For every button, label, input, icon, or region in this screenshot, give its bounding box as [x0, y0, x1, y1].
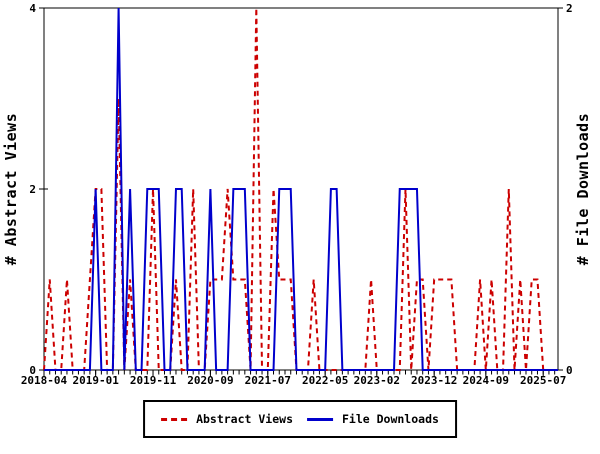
right-axis-tick-label: 2: [566, 2, 573, 15]
x-tick-label: 2019-11: [130, 374, 177, 387]
x-tick-label: 2018-04: [21, 374, 68, 387]
left-axis-tick-label: 2: [29, 183, 36, 196]
x-tick-label: 2022-05: [302, 374, 348, 387]
right-axis-ticks: 02: [554, 2, 573, 377]
legend-label-file-downloads: File Downloads: [342, 412, 439, 426]
left-axis-title: # Abstract Views: [2, 113, 20, 266]
legend-label-abstract-views: Abstract Views: [196, 412, 293, 426]
file-downloads-line: [44, 7, 558, 371]
x-axis-ticks: 2018-04 2019-01 2019-11 2020-09 2021-07 2022-…: [21, 370, 566, 387]
right-axis-tick-label: 0: [566, 364, 573, 377]
abstract-views-line-icon: [161, 417, 188, 421]
left-axis-tick-label: 0: [29, 364, 36, 377]
x-tick-label: 2024-09: [463, 374, 509, 387]
x-tick-label: 2023-02: [354, 374, 400, 387]
right-axis-title: # File Downloads: [574, 113, 592, 266]
x-tick-label: 2019-01: [72, 374, 119, 387]
x-tick-label: 2025-07: [520, 374, 566, 387]
x-tick-label: 2020-09: [187, 374, 233, 387]
file-downloads-line-icon: [307, 417, 333, 421]
legend-box: Abstract Views File Downloads: [143, 400, 457, 438]
left-axis-tick-label: 4: [29, 2, 36, 15]
legend-item-file-downloads: File Downloads: [307, 412, 439, 426]
legend-item-abstract-views: Abstract Views: [161, 412, 293, 426]
left-axis-ticks: 0 2 4: [29, 2, 48, 377]
x-tick-label: 2023-12: [411, 374, 457, 387]
x-tick-label: 2021-07: [245, 374, 291, 387]
